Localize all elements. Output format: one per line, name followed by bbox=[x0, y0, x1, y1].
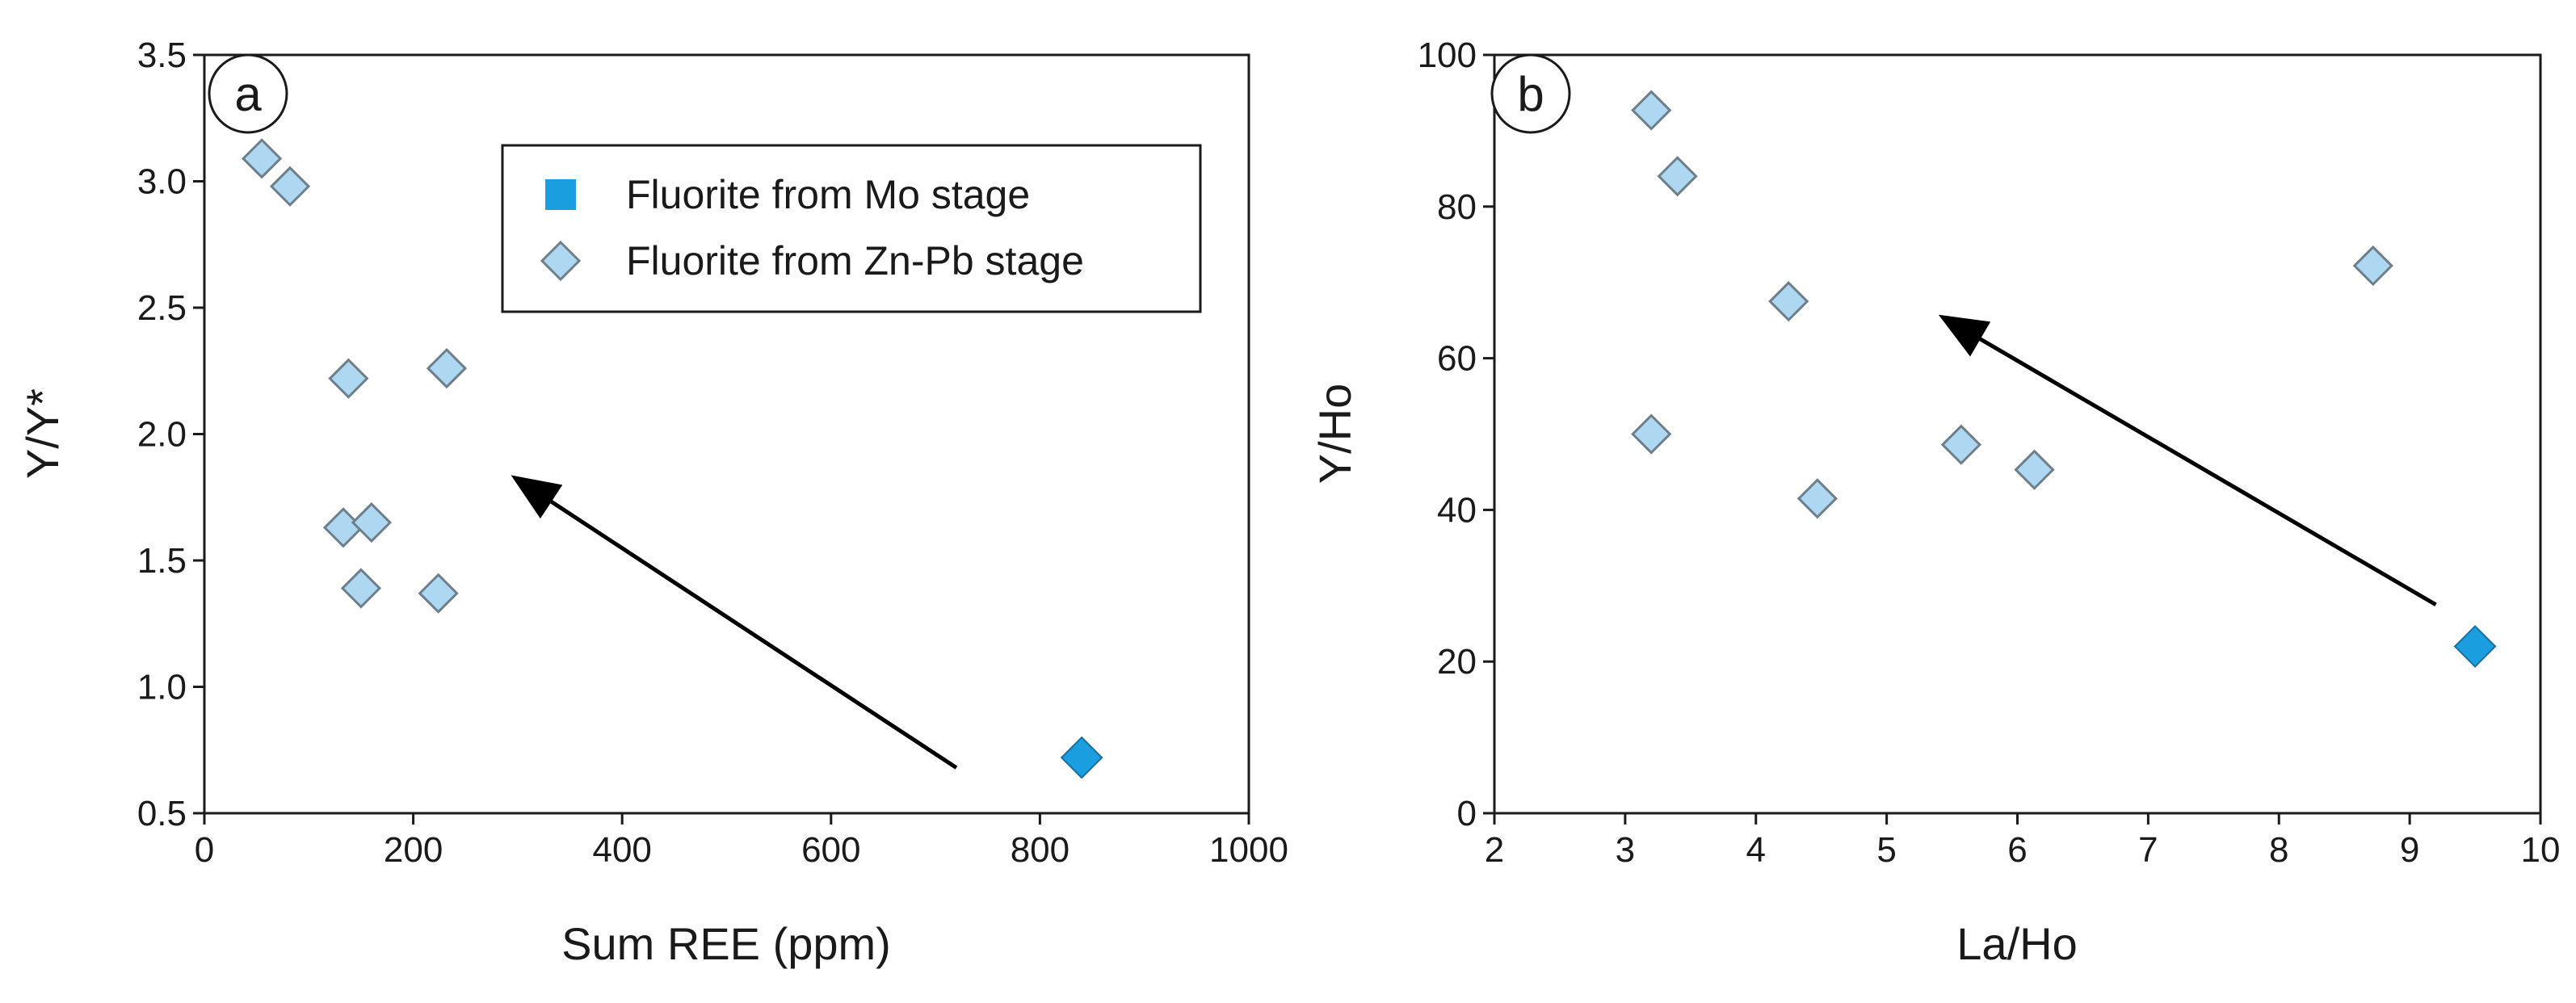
panel-a-x-tick-label: 1000 bbox=[1209, 830, 1288, 870]
panel-b-x-axis-title: La/Ho bbox=[1956, 918, 2077, 969]
panel-a-x-axis-title: Sum REE (ppm) bbox=[561, 918, 891, 969]
panel-a-x-tick-label: 400 bbox=[592, 830, 651, 870]
panel-b-zn-pb-stage-point bbox=[1768, 281, 1809, 322]
panel-a-y-tick-label: 0.5 bbox=[137, 794, 187, 833]
panel-b-y-tick-label: 40 bbox=[1437, 490, 1477, 530]
panel-b-x-tick-label: 8 bbox=[2269, 830, 2288, 870]
panel-a-ticks: 0 200 400 600 800 1000 0.5 1.0 1.5 2.0 2.5 3.0 3.5 bbox=[137, 36, 1288, 870]
panel-a-label: a bbox=[234, 67, 262, 121]
panel-b-y-tick-label: 60 bbox=[1437, 339, 1477, 379]
panel-a-zn-pb-stage-point bbox=[328, 358, 369, 399]
panel-a-zn-pb-stage-point bbox=[418, 573, 459, 614]
panel-b-label-circle bbox=[1490, 53, 1571, 134]
panel-a-zn-pb-stage-point bbox=[351, 502, 393, 543]
panel-a-zn-pb-stage-point bbox=[269, 166, 311, 207]
panel-b-x-tick-label: 2 bbox=[1485, 830, 1504, 870]
panel-b-y-tick-label: 80 bbox=[1437, 187, 1477, 227]
panel-a-x-tick-label: 600 bbox=[801, 830, 860, 870]
panel-a-y-tick-label: 2.0 bbox=[137, 415, 187, 455]
panel-b-x-tick-label: 9 bbox=[2400, 830, 2419, 870]
legend: Fluorite from Mo stage Fluorite from Zn-… bbox=[501, 144, 1202, 313]
panel-a-x-tick-label: 200 bbox=[384, 830, 443, 870]
panel-a: 0 200 400 600 800 1000 0.5 1.0 1.5 2.0 2.5 3.0 3.5 a… bbox=[17, 36, 1288, 969]
panel-b-zn-pb-stage-point bbox=[2014, 449, 2055, 490]
panel-a-arrow bbox=[511, 475, 958, 770]
panel-a-zn-pb-stage-point bbox=[340, 568, 382, 609]
panel-a-y-tick-label: 1.0 bbox=[137, 668, 187, 707]
panel-a-y-tick-label: 2.5 bbox=[137, 288, 187, 328]
panel-b-points bbox=[1631, 90, 2497, 668]
panel-b-x-tick-label: 5 bbox=[1876, 830, 1896, 870]
panel-a-zn-pb-stage-point bbox=[241, 138, 283, 179]
panel-a-points bbox=[241, 138, 1103, 779]
panel-b-y-tick-label: 100 bbox=[1418, 36, 1477, 75]
panel-b-x-tick-label: 3 bbox=[1616, 830, 1635, 870]
panel-a-x-tick-label: 0 bbox=[195, 830, 214, 870]
legend-zn-swatch-icon bbox=[540, 240, 582, 282]
panel-b-mo-stage-point bbox=[2453, 625, 2497, 668]
panel-b-x-tick-label: 10 bbox=[2521, 830, 2561, 870]
panel-b-zn-pb-stage-point bbox=[1631, 413, 1672, 455]
panel-a-mo-stage-point bbox=[1060, 736, 1103, 779]
panel-a-y-axis-title: Y/Y* bbox=[17, 388, 68, 479]
panel-a-zn-pb-stage-point bbox=[426, 347, 468, 389]
panel-b-zn-pb-stage-point bbox=[1796, 478, 1838, 519]
panel-b-x-tick-label: 7 bbox=[2138, 830, 2158, 870]
legend-mo-label: Fluorite from Mo stage bbox=[626, 172, 1030, 217]
panel-a-y-tick-label: 3.5 bbox=[137, 36, 187, 75]
panel-b-label: b bbox=[1517, 67, 1544, 121]
legend-zn-label: Fluorite from Zn-Pb stage bbox=[626, 238, 1084, 283]
panel-b-x-tick-label: 6 bbox=[2007, 830, 2027, 870]
legend-mo-swatch-icon bbox=[545, 179, 576, 210]
panel-b-y-tick-label: 0 bbox=[1457, 794, 1477, 833]
legend-box bbox=[501, 144, 1202, 313]
panel-b-x-tick-label: 4 bbox=[1746, 830, 1766, 870]
panel-a-x-tick-label: 800 bbox=[1011, 830, 1069, 870]
panel-b-arrow bbox=[1938, 314, 2437, 606]
panel-b-zn-pb-stage-point bbox=[1631, 90, 1672, 131]
panel-a-label-circle bbox=[208, 53, 288, 134]
panel-b-y-tick-label: 20 bbox=[1437, 642, 1477, 682]
panel-a-y-tick-label: 1.5 bbox=[137, 541, 187, 581]
panel-b-zn-pb-stage-point bbox=[1940, 424, 1982, 465]
panel-b-y-axis-title: Y/Ho bbox=[1309, 384, 1360, 485]
panel-b-zn-pb-stage-point bbox=[2352, 245, 2393, 287]
panel-a-y-tick-label: 3.0 bbox=[137, 162, 187, 202]
panel-b-zn-pb-stage-point bbox=[1657, 156, 1698, 197]
